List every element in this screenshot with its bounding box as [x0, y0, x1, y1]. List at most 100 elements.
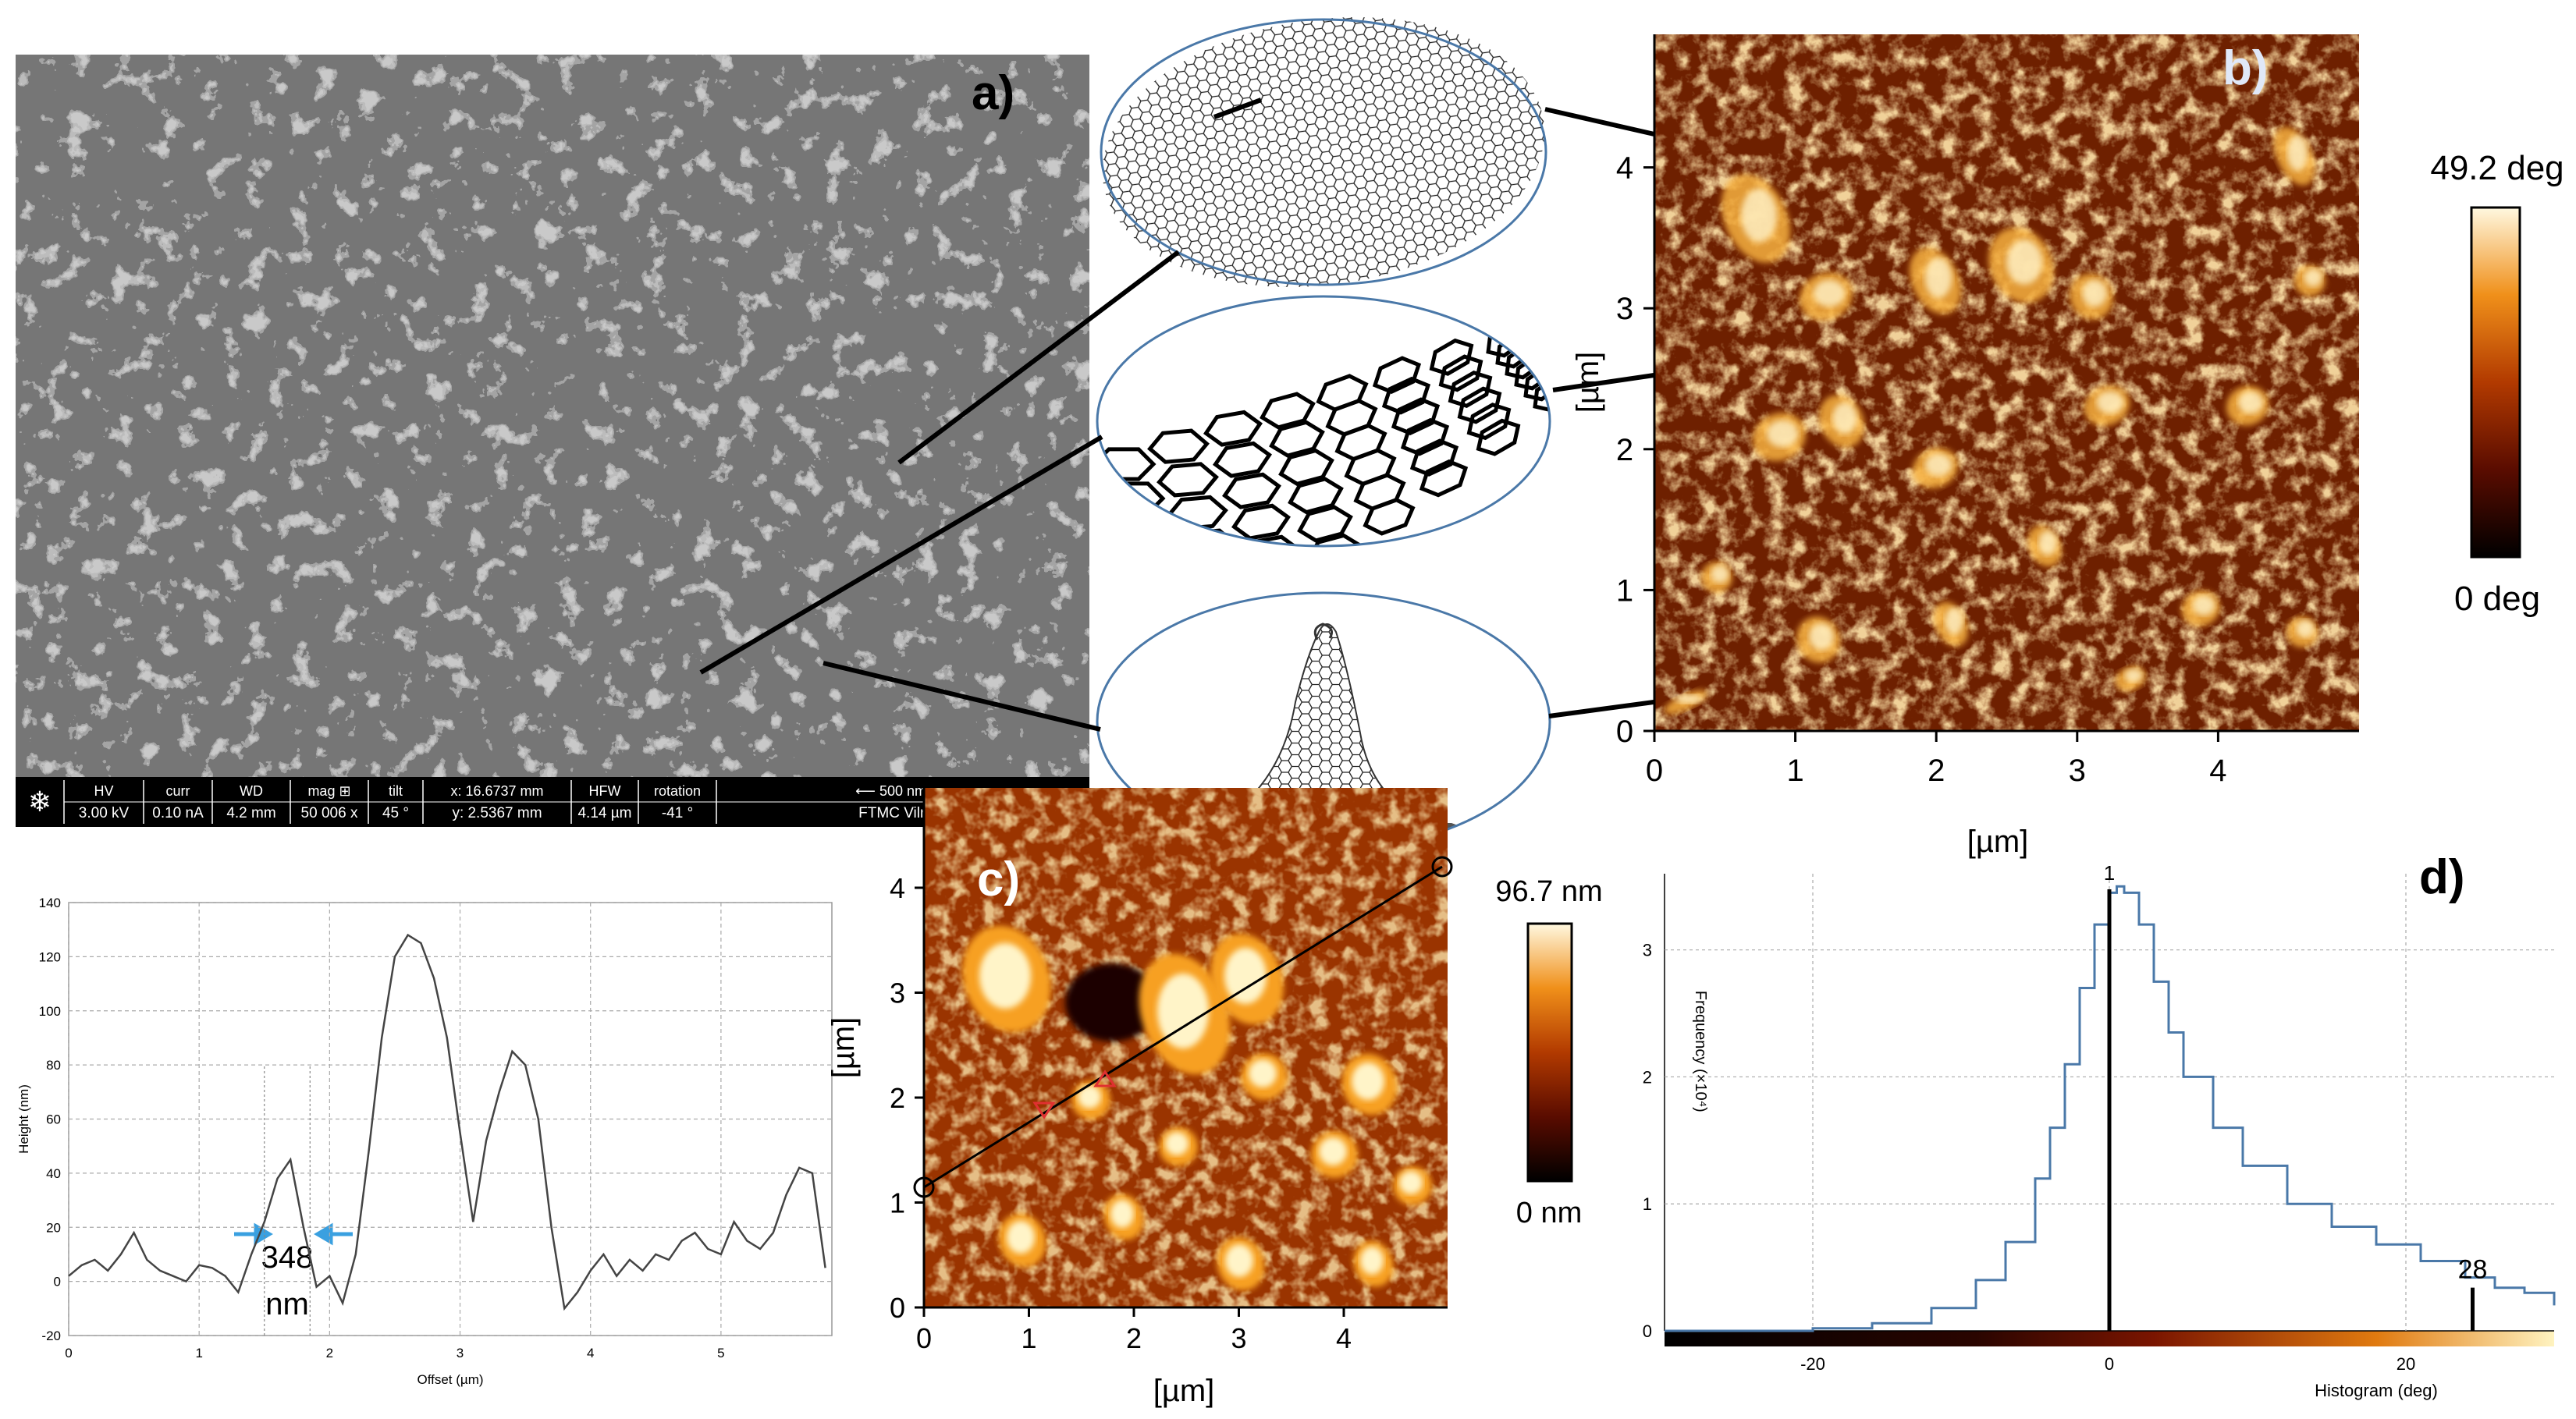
hex-cell	[1381, 376, 1431, 415]
afm-height-ytick-label: 1	[890, 1187, 905, 1219]
hex-cell	[1288, 477, 1344, 515]
afm-height-ytick-label: 2	[890, 1082, 905, 1114]
profile-xtick-label: 0	[65, 1346, 72, 1360]
profile-ylabel: Height (nm)	[16, 1084, 31, 1154]
graphene-schematics	[699, 0, 1870, 852]
hex-cell	[1363, 498, 1416, 536]
afm-height-xtick-label: 2	[1126, 1322, 1142, 1354]
phase-flake-highlight	[1814, 279, 1845, 307]
profile-xtick-label: 5	[717, 1346, 724, 1360]
phase-flake-highlight	[2192, 595, 2215, 615]
hex-cell	[1448, 370, 1493, 409]
panel-label-d: d)	[2419, 850, 2465, 904]
height-dark-pit	[1065, 963, 1159, 1041]
hex-cell	[1203, 410, 1263, 447]
afm-height-panel: c) 00 1 1 2 2 3 3 4 4 [µm] [µm] 96.7 nm 0 nm	[826, 788, 1603, 1408]
sem-databar-header: x: 16.6737 mm	[450, 783, 543, 799]
hex-cell	[1231, 503, 1292, 541]
histogram-ytick-label: 0	[1643, 1321, 1652, 1341]
hex-cell	[1186, 562, 1245, 596]
afm-phase-ytick-label: 3	[1616, 292, 1633, 326]
sem-image-particles	[16, 55, 1089, 777]
afm-phase-xtick-label: 0	[1646, 754, 1663, 788]
sem-databar-value: -41 °	[662, 805, 693, 821]
hex-cell	[1132, 587, 1191, 616]
afm-height-features	[962, 925, 1432, 1291]
hex-cell	[1419, 459, 1469, 498]
histogram-cursor-label: 1	[2104, 861, 2115, 885]
hex-cell	[1400, 417, 1450, 456]
fei-logo-icon: ❄	[28, 786, 52, 818]
sem-databar-value: y: 2.5367 mm	[452, 805, 542, 821]
sem-databar-value: 3.00 kV	[79, 805, 130, 821]
sem-databar-header: tilt	[389, 783, 403, 799]
hex-cell	[1466, 403, 1512, 441]
phase-flake-highlight	[1809, 623, 1834, 651]
histogram-ytick-label: 3	[1643, 941, 1652, 960]
sem-databar-header: mag ⊞	[307, 783, 350, 799]
hex-cell	[1278, 448, 1334, 486]
height-feature-peak	[1352, 1062, 1384, 1100]
histogram-cursor-label: 28	[2458, 1255, 2488, 1285]
height-feature-peak	[1007, 1221, 1035, 1254]
afm-height-colorbar-min: 0 nm	[1516, 1197, 1582, 1229]
schematic-flat-sheet	[1085, 0, 1562, 315]
profile-cursor-left[interactable]	[1032, 1101, 1056, 1119]
afm-height-xtick-label: 3	[1231, 1322, 1246, 1354]
height-feature-peak	[1224, 948, 1267, 1004]
histogram-ytick-label: 2	[1643, 1067, 1652, 1087]
hex-cell	[1533, 375, 1550, 413]
hex-cell	[1409, 438, 1459, 477]
height-feature-peak	[1110, 1200, 1134, 1228]
phase-flake-highlight	[2096, 391, 2124, 414]
hex-cell	[1260, 392, 1316, 430]
afm-height-xtick-label: 0	[916, 1322, 932, 1354]
profile-annotation-value: 348	[261, 1240, 314, 1275]
hex-cell	[1372, 356, 1422, 394]
profile-ytick-label: 20	[46, 1220, 61, 1235]
height-feature-peak	[1225, 1244, 1253, 1277]
sem-databar-value: 45 °	[382, 805, 409, 821]
profile-xlabel: Offset (µm)	[417, 1372, 483, 1387]
height-feature-peak	[1249, 1059, 1277, 1087]
profile-annotation-unit: nm	[265, 1287, 309, 1321]
afm-phase-flakes	[1664, 126, 2326, 715]
phase-flake-highlight	[1832, 403, 1857, 434]
profile-ytick-label: 40	[46, 1166, 61, 1181]
panel-label-c: c)	[977, 853, 1020, 906]
hex-cell	[1212, 441, 1272, 478]
profile-ytick-label: -20	[41, 1329, 61, 1343]
afm-phase-colorbar	[2470, 206, 2521, 559]
profile-xtick-label: 3	[457, 1346, 464, 1360]
phase-flake-highlight	[1924, 257, 1952, 298]
sem-databar-header: curr	[166, 783, 190, 799]
profile-cursor-right[interactable]	[1093, 1070, 1117, 1087]
phase-flake-highlight	[2304, 268, 2322, 287]
afm-phase-ytick-label: 4	[1616, 151, 1633, 186]
profile-end-marker[interactable]	[1431, 856, 1453, 878]
hex-cell	[1438, 354, 1483, 392]
afm-phase-ytick-label: 2	[1616, 433, 1633, 467]
afm-height-ytick-label: 0	[890, 1292, 905, 1324]
hex-cell	[1122, 552, 1181, 582]
height-feature-peak	[1319, 1137, 1347, 1165]
afm-phase-xlabel: [µm]	[1967, 825, 2029, 859]
profile-line-series	[68, 933, 826, 1311]
height-feature-peak	[1399, 1171, 1423, 1194]
afm-phase-xtick-label: 4	[2209, 754, 2226, 788]
phase-flake-highlight	[1767, 420, 1798, 448]
hex-cell	[1269, 420, 1325, 458]
profile-ytick-label: 60	[46, 1112, 61, 1127]
afm-height-colorbar-max: 96.7 nm	[1495, 875, 1602, 908]
hex-cell	[1429, 338, 1474, 376]
phase-flake-highlight	[2006, 239, 2042, 285]
profile-xtick-label: 4	[587, 1346, 594, 1360]
hex-cell	[1297, 505, 1353, 543]
sem-databar: ❄ HV 3.00 kV curr 0.10 nA WD 4.2 mm mag ⊞ 50 006…	[16, 777, 1089, 827]
histogram-series-line	[1665, 885, 2556, 1332]
panel-label-b: b)	[2222, 41, 2269, 95]
sem-databar-header: HFW	[589, 783, 621, 799]
afm-height-axes: 00 1 1 2 2 3 3 4 4	[890, 788, 1448, 1354]
profile-xtick-label: 2	[326, 1346, 333, 1360]
hex-cell	[1241, 534, 1300, 546]
